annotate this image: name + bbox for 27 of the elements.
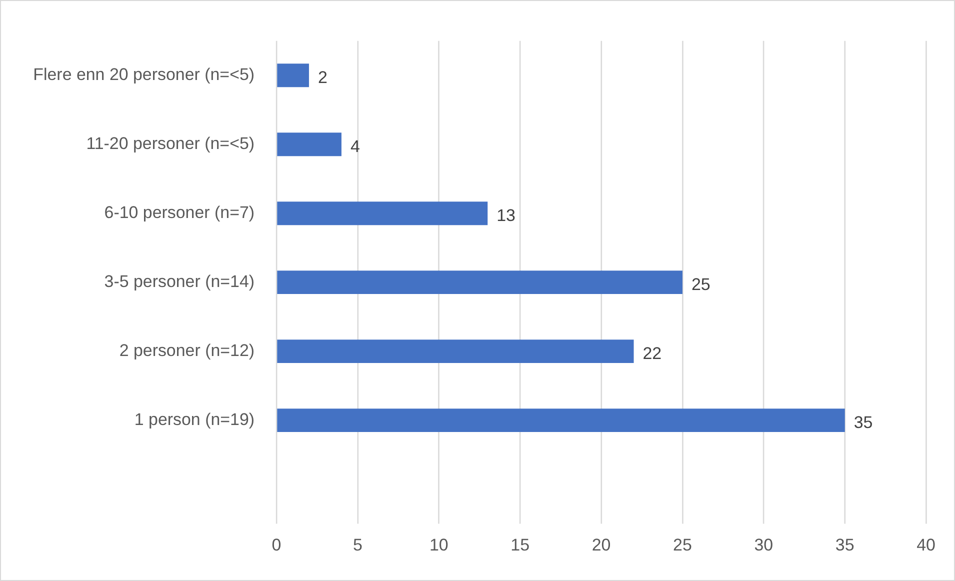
- x-tick-label: 40: [916, 536, 936, 555]
- x-tick-label: 25: [673, 536, 692, 555]
- bar: [277, 132, 342, 156]
- bar: [277, 408, 845, 432]
- data-label: 35: [854, 412, 873, 432]
- data-label: 25: [691, 275, 710, 294]
- x-tick-label: 30: [754, 536, 774, 555]
- y-tick-label: 3-5 personer (n=14): [104, 272, 255, 291]
- x-tick-label: 5: [352, 536, 362, 555]
- bar: [277, 340, 634, 364]
- data-label: 22: [642, 344, 662, 363]
- y-tick-label: 2 personer (n=12): [119, 341, 255, 360]
- y-tick-label: 6-10 personer (n=7): [104, 203, 255, 222]
- x-tick-label: 10: [429, 536, 448, 555]
- x-tick-label: 0: [272, 536, 282, 555]
- x-tick-label: 20: [592, 536, 611, 555]
- y-tick-label: Flere enn 20 personer (n=<5): [33, 65, 255, 84]
- y-tick-label: 11-20 personer (n=<5): [86, 134, 255, 154]
- y-tick-label: 1 person (n=19): [134, 410, 255, 429]
- data-label: 4: [350, 137, 360, 156]
- data-label: 13: [496, 206, 516, 225]
- bar: [277, 202, 488, 226]
- x-tick-label: 35: [835, 536, 854, 555]
- data-label: 2: [318, 68, 328, 88]
- bar: [277, 64, 309, 88]
- x-tick-label: 15: [510, 536, 530, 555]
- bar: [277, 270, 682, 294]
